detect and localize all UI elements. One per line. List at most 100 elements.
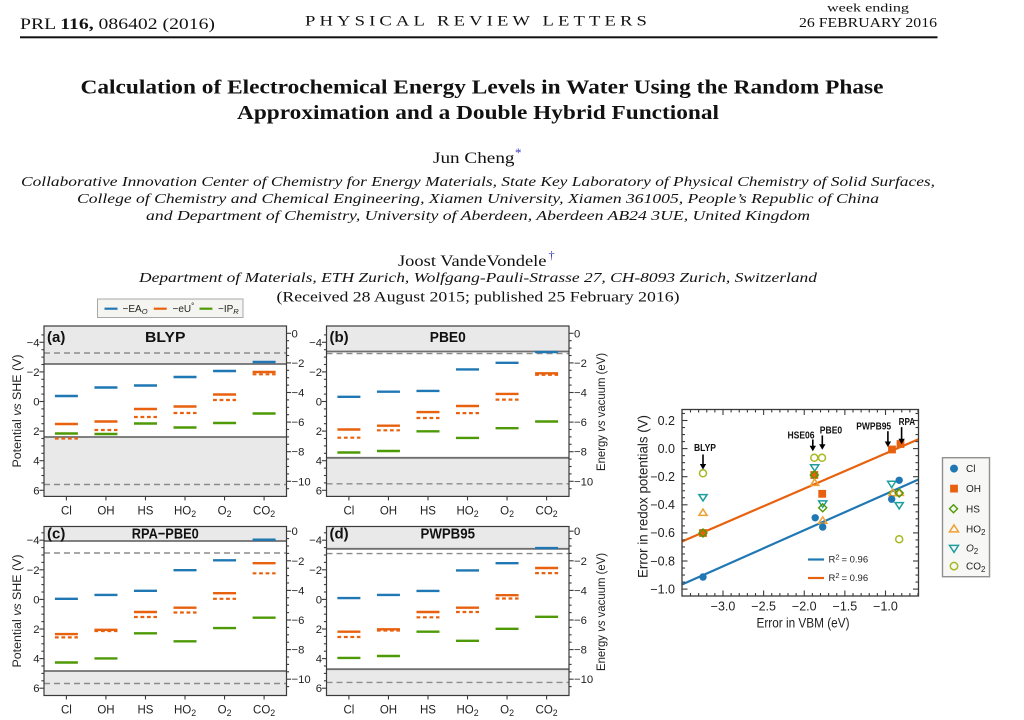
svg-text:Calculation of Electrochemical: Calculation of Electrochemical Energy Le… [81,77,884,99]
svg-text:−2.5: −2.5 [751,600,776,614]
svg-text:HO2: HO2 [174,505,196,519]
svg-text:R2 = 0.96: R2 = 0.96 [829,571,869,584]
svg-text:2: 2 [316,426,322,438]
svg-text:Cl: Cl [343,705,354,717]
svg-text:4: 4 [33,456,39,468]
svg-text:0: 0 [574,526,580,538]
svg-text:−8: −8 [574,447,587,459]
svg-text:−4: −4 [309,337,322,349]
svg-text:−6: −6 [574,417,587,429]
svg-text:2: 2 [33,624,39,636]
svg-text:−2: −2 [309,565,322,577]
svg-text:4: 4 [316,654,322,666]
svg-text:CO2: CO2 [536,505,558,519]
svg-text:0: 0 [574,328,580,340]
svg-text:RPA−PBE0: RPA−PBE0 [132,526,199,543]
svg-text:0: 0 [316,594,322,606]
svg-text:week ending: week ending [827,1,909,15]
svg-text:−0.4: −0.4 [650,498,675,512]
svg-text:−6: −6 [292,417,305,429]
svg-text:0: 0 [33,397,39,409]
svg-text:−6: −6 [574,615,587,627]
svg-text:−10: −10 [292,674,311,686]
svg-text:Energy vs vacuum (eV): Energy vs vacuum (eV) [596,553,608,671]
svg-text:HS: HS [137,505,153,517]
svg-text:(a): (a) [47,329,65,346]
svg-text:−4: −4 [27,337,40,349]
svg-text:4: 4 [316,456,322,468]
svg-text:Approximation and a Double Hyb: Approximation and a Double Hybrid Functi… [237,102,720,124]
svg-text:OH: OH [97,505,114,517]
svg-text:−6: −6 [292,615,305,627]
svg-text:R2 = 0.96: R2 = 0.96 [829,553,869,566]
svg-text:4: 4 [33,654,39,666]
svg-text:O2: O2 [218,505,232,519]
svg-text:Collaborative Innovation Cente: Collaborative Innovation Center of Chemi… [21,174,935,189]
svg-text:0: 0 [292,328,298,340]
svg-text:HO2: HO2 [456,705,478,719]
svg-text:O2: O2 [500,505,514,519]
svg-text:OH: OH [380,705,397,717]
svg-text:−0.6: −0.6 [650,526,675,540]
svg-text:−8: −8 [574,645,587,657]
svg-text:CO2: CO2 [966,562,986,574]
svg-text:and Department of Chemistry, U: and Department of Chemistry, University … [146,208,810,223]
svg-text:Potential vs SHE (V): Potential vs SHE (V) [12,354,24,467]
svg-text:6: 6 [33,683,39,695]
svg-text:−4: −4 [292,388,305,400]
svg-text:BLYP: BLYP [694,442,716,454]
svg-text:−0.2: −0.2 [650,470,675,484]
svg-text:−10: −10 [292,476,311,488]
svg-text:Cl: Cl [343,505,354,517]
svg-text:PBE0: PBE0 [430,329,466,346]
svg-text:2: 2 [33,426,39,438]
svg-text:Jun Cheng: Jun Cheng [433,150,515,167]
svg-text:−2: −2 [292,556,305,568]
svg-text:HO2: HO2 [456,505,478,519]
svg-text:†: † [549,248,555,262]
svg-text:Joost VandeVondele: Joost VandeVondele [398,253,547,270]
svg-text:HS: HS [137,705,153,717]
svg-text:PBE0: PBE0 [820,424,843,436]
svg-text:−8: −8 [292,645,305,657]
svg-text:0: 0 [33,594,39,606]
svg-text:HS: HS [420,505,436,517]
svg-text:(d): (d) [330,526,349,543]
svg-text:OH: OH [966,484,981,495]
svg-text:−eU°: −eU° [173,302,195,316]
svg-text:Cl: Cl [966,464,975,475]
svg-text:0.0: 0.0 [658,442,675,456]
svg-text:HO2: HO2 [174,705,196,719]
svg-text:HS: HS [966,504,980,515]
svg-text:PRL 116, 086402 (2016): PRL 116, 086402 (2016) [20,16,215,33]
svg-text:−8: −8 [292,447,305,459]
svg-text:College of Chemistry and Chemi: College of Chemistry and Chemical Engine… [77,191,879,206]
svg-text:(Received 28 August 2015; publ: (Received 28 August 2015; published 25 F… [277,290,680,306]
svg-text:RPA: RPA [899,416,916,428]
svg-text:CO2: CO2 [536,705,558,719]
svg-text:6: 6 [316,683,322,695]
svg-text:*: * [515,145,522,160]
svg-text:Department of Materials, ETH Z: Department of Materials, ETH Zurich, Wol… [138,270,818,285]
svg-text:HO2: HO2 [966,525,986,537]
svg-text:Error in redox potentials (V): Error in redox potentials (V) [636,415,651,578]
svg-text:−IPR: −IPR [218,304,239,316]
svg-text:Energy vs vacuum (eV): Energy vs vacuum (eV) [596,353,608,471]
svg-text:6: 6 [316,485,322,497]
svg-text:(b): (b) [330,329,349,346]
svg-text:−2: −2 [574,358,587,370]
svg-text:−4: −4 [292,585,305,597]
svg-text:−10: −10 [574,674,593,686]
svg-text:HS: HS [420,705,436,717]
svg-text:CO2: CO2 [253,705,275,719]
svg-text:−0.8: −0.8 [650,554,675,568]
svg-text:Error in VBM (eV): Error in VBM (eV) [757,616,850,631]
svg-text:−4: −4 [574,388,587,400]
svg-text:0: 0 [316,397,322,409]
svg-text:−2: −2 [574,556,587,568]
svg-text:−4: −4 [574,585,587,597]
svg-text:(c): (c) [47,526,65,543]
svg-text:OH: OH [380,505,397,517]
svg-text:O2: O2 [218,705,232,719]
svg-text:−3.0: −3.0 [711,600,736,614]
